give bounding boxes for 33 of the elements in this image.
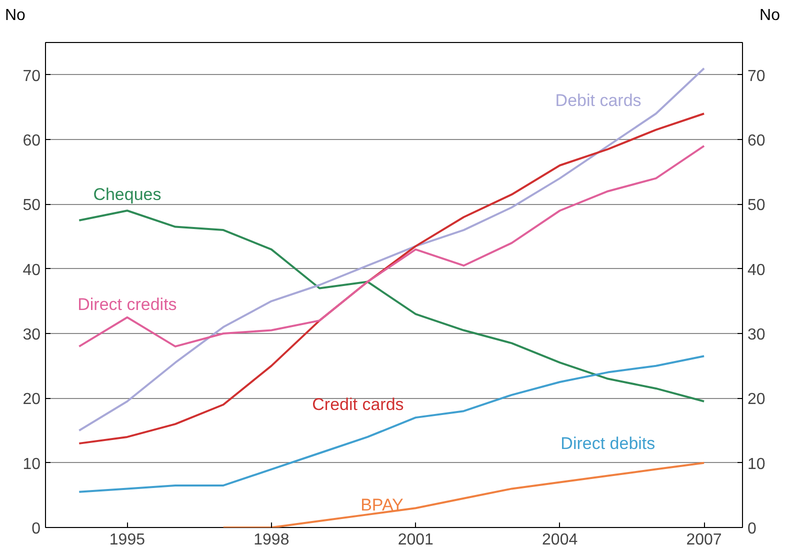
y2-tick-label: 20 [748,391,766,408]
y-tick-label: 70 [22,68,41,85]
y-axis-title: No [5,6,26,26]
y-tick-label: 0 [32,520,41,538]
x-tick-label: 2007 [686,532,722,548]
y-tick-label: 30 [22,326,41,344]
x-tick-label: 2004 [542,532,578,548]
y-tick-label: 10 [22,456,41,473]
text: Direct debits [560,434,656,453]
y2-tick-label: 60 [748,132,766,150]
y2-tick-label: 50 [748,197,766,214]
y2-tick-label: 40 [748,262,766,279]
y2-axis-title: No [760,6,780,26]
line-series [78,67,706,432]
line-series [222,462,706,528]
x-tick-label: 2001 [398,532,434,548]
y2-tick-label: 30 [748,326,766,344]
x-tick-label: 1995 [109,532,146,548]
series-label: Direct credits [78,294,177,314]
series-label: Debit cards [555,91,642,110]
line-series [78,355,706,493]
series-label: Cheques [93,184,162,204]
text: Credit cards [312,395,404,414]
y-tick-label: 50 [22,197,41,214]
y-tick-label: 60 [22,132,41,150]
y2-tick-label: 70 [748,68,766,85]
x-tick-label: 1998 [254,532,290,548]
y-tick-label: 40 [22,262,41,279]
line-series [78,144,706,348]
y-tick-label: 20 [22,391,41,408]
series-label: BPAY [360,495,404,514]
y2-tick-label: 10 [748,456,766,473]
y2-tick-label: 0 [748,520,756,538]
